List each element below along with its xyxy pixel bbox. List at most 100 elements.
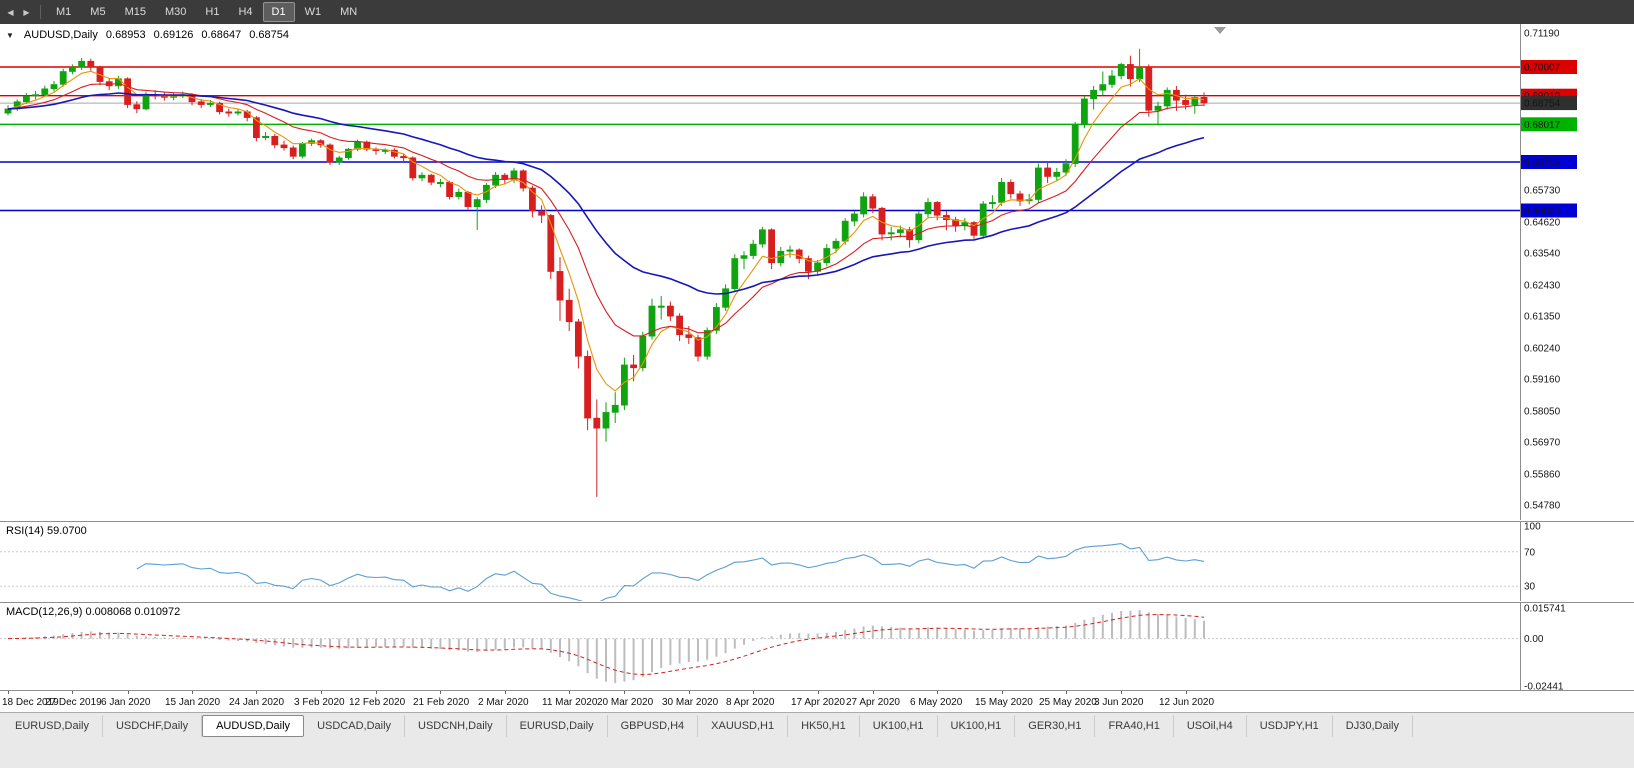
macd-signal-line xyxy=(7,614,1205,676)
price-axis-label: 0.65730 xyxy=(1524,186,1561,197)
date-axis-label: 25 May 2020 xyxy=(1039,697,1097,708)
date-axis-label: 15 Jan 2020 xyxy=(165,697,221,708)
timeframe-m1-button[interactable]: M1 xyxy=(56,6,72,18)
price-badge-support-0.66706: 0.66706 xyxy=(1521,155,1577,169)
chart-tab-dj30-daily[interactable]: DJ30,Daily xyxy=(1333,715,1413,737)
ohlc-open-value: 0.68953 xyxy=(105,29,146,41)
chart-tab-usdchf-daily[interactable]: USDCHF,Daily xyxy=(103,715,203,737)
chart-tab-usdcnh-daily[interactable]: USDCNH,Daily xyxy=(405,715,507,737)
chart-tab-xauusd-h1[interactable]: XAUUSD,H1 xyxy=(698,715,789,737)
toolbar-scroll-left-icon[interactable]: ◀ xyxy=(7,7,14,17)
date-axis-label: 18 Dec 2019 xyxy=(2,697,59,708)
price-axis-label: 0.54780 xyxy=(1524,501,1561,512)
chart-tab-uk100-h1[interactable]: UK100,H1 xyxy=(938,715,1016,737)
date-tick xyxy=(689,691,690,694)
date-axis-label: 12 Feb 2020 xyxy=(349,697,406,708)
price-badge-resistance-0.70007: 0.70007 xyxy=(1521,60,1577,74)
timeframe-toolbar: ◀ ▶ M1 M5 M15 M30 H1 H4 D1 W1 MN xyxy=(0,0,1634,24)
chart-tab-eurusd-daily[interactable]: EURUSD,Daily xyxy=(2,715,103,737)
timeframe-buttons: M1 M5 M15 M30 H1 H4 D1 W1 MN xyxy=(47,2,366,22)
timeframe-mn-button[interactable]: MN xyxy=(340,6,358,18)
date-tick xyxy=(1002,691,1003,694)
chart-tab-fra40-h1[interactable]: FRA40,H1 xyxy=(1095,715,1174,737)
date-tick xyxy=(376,691,377,694)
macd-indicator-canvas[interactable]: 0.015741 0.00 -0.02441 xyxy=(0,602,1634,690)
date-axis-label: 8 Apr 2020 xyxy=(726,697,775,708)
toolbar-scroll-right-icon[interactable]: ▶ xyxy=(23,7,30,17)
chart-tab-audusd-daily[interactable]: AUDUSD,Daily xyxy=(202,715,305,737)
macd-axis-label: 0.00 xyxy=(1524,634,1544,645)
rsi-axis-label: 70 xyxy=(1524,547,1536,558)
date-axis-label: 6 May 2020 xyxy=(910,697,963,708)
date-tick xyxy=(505,691,506,694)
rsi-line xyxy=(136,543,1205,601)
svg-text:0.68754: 0.68754 xyxy=(1524,99,1561,110)
price-axis-label: 0.56970 xyxy=(1524,438,1561,449)
chart-tab-usoil-h4[interactable]: USOil,H4 xyxy=(1174,715,1247,737)
date-tick xyxy=(128,691,129,694)
timeframe-m5-button[interactable]: M5 xyxy=(90,6,106,18)
chart-tab-gbpusd-h4[interactable]: GBPUSD,H4 xyxy=(608,715,699,737)
macd-axis-label: -0.02441 xyxy=(1524,682,1564,691)
price-axis-label: 0.58050 xyxy=(1524,406,1561,417)
timeframe-m15-button[interactable]: M15 xyxy=(124,6,146,18)
ma-5-line xyxy=(7,70,1205,392)
price-badge-bid: 0.68754 xyxy=(1521,96,1577,111)
price-badge-support-0.65020: 0.65020 xyxy=(1521,203,1577,218)
rsi-axis-label: 100 xyxy=(1524,522,1541,533)
date-tick xyxy=(1121,691,1122,694)
chart-shift-marker-icon[interactable] xyxy=(1214,27,1226,34)
chart-tab-uk100-h1[interactable]: UK100,H1 xyxy=(860,715,938,737)
chart-tab-hk50-h1[interactable]: HK50,H1 xyxy=(788,715,860,737)
ohlc-close-value: 0.68754 xyxy=(249,29,289,41)
price-axis-label: 0.60240 xyxy=(1524,344,1561,355)
date-tick xyxy=(753,691,754,694)
chart-tab-usdjpy-h1[interactable]: USDJPY,H1 xyxy=(1247,715,1333,737)
chart-collapse-icon[interactable]: ▼ xyxy=(6,30,14,40)
svg-text:0.68017: 0.68017 xyxy=(1524,120,1561,131)
date-axis: 18 Dec 2019 27 Dec 2019 6 Jan 2020 15 Jan 2… xyxy=(0,690,1634,712)
date-axis-label: 21 Feb 2020 xyxy=(413,697,470,708)
timeframe-h4-button[interactable]: H4 xyxy=(238,6,253,18)
candles-layer xyxy=(4,48,1208,497)
price-axis-label: 0.55860 xyxy=(1524,469,1561,480)
price-badge-support-0.68017: 0.68017 xyxy=(1521,117,1577,132)
date-tick xyxy=(192,691,193,694)
timeframe-m30-button[interactable]: M30 xyxy=(164,6,187,18)
chart-tab-ger30-h1[interactable]: GER30,H1 xyxy=(1015,715,1096,737)
date-tick xyxy=(321,691,322,694)
date-tick xyxy=(624,691,625,694)
chart-tab-eurusd-daily[interactable]: EURUSD,Daily xyxy=(507,715,608,737)
date-tick xyxy=(256,691,257,694)
price-axis-label: 0.71190 xyxy=(1524,29,1560,40)
chart-tab-usdcad-daily[interactable]: USDCAD,Daily xyxy=(304,715,406,737)
timeframe-h1-button[interactable]: H1 xyxy=(205,6,220,18)
ohlc-high-value: 0.69126 xyxy=(153,29,194,41)
ma-30-line xyxy=(7,92,1205,295)
date-axis-label: 2 Mar 2020 xyxy=(478,697,529,708)
rsi-label: RSI(14) 59.0700 xyxy=(6,525,87,537)
date-tick xyxy=(72,691,73,694)
date-tick xyxy=(818,691,819,694)
date-axis-label: 15 May 2020 xyxy=(975,697,1033,708)
price-chart-canvas[interactable]: 0.711900.701100.690000.679200.668100.657… xyxy=(0,24,1634,520)
rsi-pane-header: RSI(14) 59.0700 xyxy=(6,525,87,537)
price-axis-label: 0.61350 xyxy=(1524,312,1561,323)
date-tick xyxy=(873,691,874,694)
chart-tabs-bar: EURUSD,Daily USDCHF,Daily AUDUSD,Daily USDC… xyxy=(0,712,1634,768)
svg-text:0.65020: 0.65020 xyxy=(1524,206,1561,217)
rsi-indicator-canvas[interactable]: 100 70 30 xyxy=(0,521,1634,601)
date-tick xyxy=(1186,691,1187,694)
date-axis-label: 27 Apr 2020 xyxy=(846,697,900,708)
date-axis-label: 11 Mar 2020 xyxy=(542,697,598,708)
timeframe-w1-button[interactable]: W1 xyxy=(304,6,322,18)
chart-symbol-label: AUDUSD,Daily xyxy=(23,29,98,41)
date-axis-label: 12 Jun 2020 xyxy=(1159,697,1215,708)
timeframe-d1-button[interactable]: D1 xyxy=(262,2,295,22)
toolbar-separator xyxy=(40,5,41,19)
macd-histogram-layer xyxy=(16,610,1205,684)
date-axis-label: 6 Jan 2020 xyxy=(101,697,151,708)
macd-label: MACD(12,26,9) 0.008068 0.010972 xyxy=(6,606,181,618)
date-tick xyxy=(569,691,570,694)
date-axis-label: 24 Jan 2020 xyxy=(229,697,285,708)
